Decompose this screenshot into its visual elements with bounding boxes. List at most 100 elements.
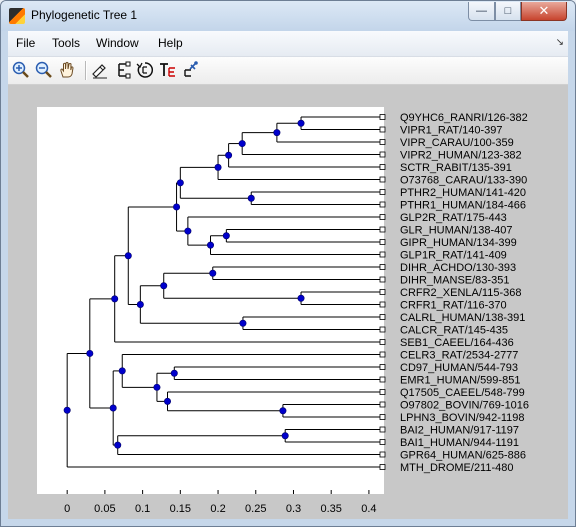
tree-node[interactable] (207, 241, 215, 249)
leaf-label: DIHR_ACHDO/130-393 (400, 262, 516, 274)
tree-node[interactable] (170, 369, 178, 377)
tree-leaf[interactable] (379, 164, 386, 170)
leaf-label: CALCR_RAT/145-435 (400, 325, 508, 337)
tree-leaf[interactable] (379, 126, 386, 133)
tree-leaf[interactable] (379, 251, 386, 258)
leaf-label: MTH_DROME/211-480 (400, 462, 514, 474)
inspect-tool-icon[interactable] (90, 60, 110, 80)
x-tick-label: 0.4 (361, 503, 376, 515)
toolbar-separator (85, 61, 87, 80)
tree-leaf[interactable] (379, 151, 386, 158)
tree-leaf[interactable] (379, 376, 386, 383)
tree-leaf[interactable] (379, 189, 386, 195)
tree-node[interactable] (173, 203, 181, 211)
zoom-in-icon[interactable] (11, 60, 31, 80)
prune-icon[interactable] (181, 60, 201, 80)
tree-node[interactable] (209, 269, 217, 277)
tree-node[interactable] (109, 404, 117, 412)
tree-node[interactable] (136, 301, 144, 309)
leaf-label: BAI1_HUMAN/944-1191 (400, 437, 519, 449)
tree-leaf[interactable] (379, 289, 386, 295)
leaf-label: CD97_HUMAN/544-793 (400, 362, 518, 374)
tree-node[interactable] (222, 232, 230, 240)
tree-node[interactable] (176, 179, 184, 187)
tree-leaf[interactable] (379, 114, 386, 120)
tree-node[interactable] (160, 282, 168, 290)
tree-node[interactable] (247, 194, 255, 202)
minimize-button[interactable]: — (468, 2, 495, 21)
leaf-label: VIPR2_HUMAN/123-382 (400, 150, 522, 162)
tree-node[interactable] (281, 432, 289, 440)
tree-leaf[interactable] (379, 276, 386, 283)
tree-leaf[interactable] (379, 176, 386, 183)
tree-leaf[interactable] (379, 414, 386, 420)
tree-node[interactable] (238, 140, 246, 148)
tree-node[interactable] (184, 227, 192, 235)
menu-tools[interactable]: Tools (52, 36, 81, 50)
tree-node[interactable] (153, 383, 161, 391)
leaf-label: SEB1_CAEEL/164-436 (400, 337, 514, 349)
menu-help[interactable]: Help (158, 36, 183, 50)
leaf-label: EMR1_HUMAN/599-851 (400, 375, 520, 387)
tree-leaf[interactable] (379, 464, 386, 470)
x-tick-label: 0.3 (286, 503, 301, 515)
tree-node[interactable] (239, 319, 247, 327)
leaf-label: Q9YHC6_RANRI/126-382 (400, 112, 528, 124)
tree-leaf[interactable] (379, 339, 386, 345)
tree-leaf[interactable] (379, 201, 386, 208)
x-tick-label: 0.2 (210, 503, 225, 515)
tree-node[interactable] (86, 349, 94, 357)
tree-leaf[interactable] (379, 214, 386, 220)
tree-node[interactable] (297, 294, 305, 302)
x-tick-label: 0.1 (135, 503, 150, 515)
pan-hand-icon[interactable] (57, 60, 77, 80)
tree-leaf[interactable] (379, 389, 386, 395)
toolbar (8, 57, 568, 85)
tree-leaf[interactable] (379, 314, 386, 320)
tree-leaf[interactable] (379, 351, 386, 358)
tree-node[interactable] (214, 163, 222, 171)
rotate-branch-icon[interactable] (135, 60, 155, 80)
tree-node[interactable] (279, 407, 287, 415)
tree-leaf[interactable] (379, 239, 386, 245)
rename-leaf-icon[interactable] (158, 60, 178, 80)
tree-leaf[interactable] (379, 264, 386, 270)
maximize-button[interactable]: □ (495, 2, 521, 21)
tree-leaf[interactable] (379, 226, 386, 233)
tree-leaf[interactable] (379, 451, 386, 458)
tree-node[interactable] (164, 397, 172, 405)
leaf-label: O73768_CARAU/133-390 (400, 175, 527, 187)
tree-node[interactable] (225, 151, 233, 159)
leaf-label: O97802_BOVIN/769-1016 (400, 400, 529, 412)
menu-file[interactable]: File (16, 36, 36, 50)
leaf-label: Q17505_CAEEL/548-799 (400, 387, 525, 399)
tree-node[interactable] (114, 441, 122, 449)
tree-leaf[interactable] (379, 364, 386, 370)
tree-leaf[interactable] (379, 326, 386, 333)
tree-node[interactable] (273, 129, 281, 137)
tree-leaf[interactable] (379, 139, 386, 145)
tree-leaf[interactable] (379, 401, 386, 408)
leaf-label: SCTR_RABIT/135-391 (400, 162, 512, 174)
leaf-label: GLR_HUMAN/138-407 (400, 225, 513, 237)
tree-node[interactable] (124, 252, 132, 260)
x-tick-label: 0.25 (245, 503, 266, 515)
tree-node[interactable] (297, 119, 305, 127)
close-button[interactable]: ✕ (521, 2, 567, 21)
tree-leaf[interactable] (379, 439, 386, 445)
dock-arrow-icon[interactable]: ↘ (555, 37, 564, 48)
title-bar[interactable]: Phylogenetic Tree 1 — □ ✕ (1, 1, 575, 31)
tree-leaf[interactable] (379, 301, 386, 308)
tree-leaf[interactable] (379, 426, 386, 433)
menu-window[interactable]: Window (96, 36, 139, 50)
x-tick-label: 0 (64, 503, 70, 515)
leaf-label: VIPR1_RAT/140-397 (400, 125, 503, 137)
collapse-expand-icon[interactable] (113, 60, 133, 80)
tree-node[interactable] (63, 406, 71, 414)
tree-node[interactable] (111, 295, 119, 303)
window-title: Phylogenetic Tree 1 (31, 8, 138, 22)
zoom-out-icon[interactable] (34, 60, 54, 80)
tree-node[interactable] (118, 367, 126, 375)
